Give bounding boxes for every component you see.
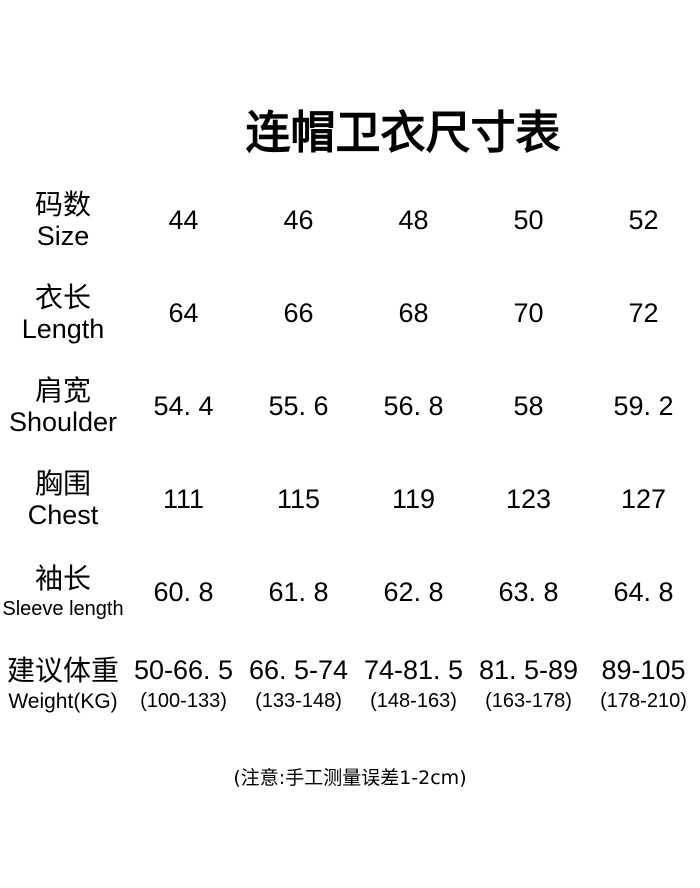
size-value: 46 [283,204,314,235]
length-value: 72 [628,297,659,328]
size-value: 52 [628,204,659,235]
weight-range-kg: 74-81. 5 [363,655,464,685]
weight-range-alt: (178-210) [600,690,687,712]
weight-range-alt: (133-148) [255,690,342,712]
sleeve-value: 62. 8 [383,576,444,607]
row-label: 肩宽 Shoulder [0,374,126,438]
table-row-weight: 建议体重 Weight(KG) 50-66. 5 (100-133) 66. 5… [0,653,700,717]
length-value: 70 [513,297,544,328]
shoulder-value: 56. 8 [383,390,444,421]
row-label-en: Length [21,314,105,344]
row-label-zh: 肩宽 [34,374,91,407]
row-label: 衣长 Length [0,281,126,345]
row-label-zh: 袖长 [34,561,91,595]
chest-value: 111 [162,483,205,514]
size-table: 码数 Size 44 46 48 50 52 衣长 Length 64 66 6… [0,188,700,746]
shoulder-value: 54. 4 [153,390,214,421]
chest-value: 123 [505,483,552,514]
length-value: 68 [398,297,429,328]
row-label-zh: 衣长 [34,281,91,314]
row-label-en: Weight(KG) [8,690,118,713]
row-label-en: Size [36,221,90,251]
weight-range-kg: 89-105 [601,655,686,685]
row-label-zh: 建议体重 [6,654,119,687]
table-row-shoulder: 肩宽 Shoulder 54. 4 55. 6 56. 8 58 59. 2 [0,374,700,438]
page-title: 连帽卫衣尺寸表 [245,106,561,159]
row-label-en: Sleeve length [2,597,124,620]
weight-value: 50-66. 5 (100-133) [126,653,241,717]
length-value: 64 [168,297,199,328]
chest-value: 119 [391,483,436,514]
row-label-en: Shoulder [8,407,118,437]
table-row-sleeve: 袖长 Sleeve length 60. 8 61. 8 62. 8 63. 8… [0,560,700,624]
weight-value: 66. 5-74 (133-148) [241,653,356,717]
weight-value: 81. 5-89 (163-178) [471,653,586,717]
sleeve-value: 63. 8 [498,576,559,607]
row-label-zh: 码数 [34,188,91,221]
table-row-size: 码数 Size 44 46 48 50 52 [0,188,700,252]
chest-value: 127 [620,483,667,514]
row-label: 胸围 Chest [0,467,126,531]
shoulder-value: 59. 2 [613,390,674,421]
weight-range-alt: (148-163) [370,690,457,712]
weight-value: 89-105 (178-210) [586,653,700,717]
weight-range-alt: (100-133) [140,690,227,712]
length-value: 66 [283,297,314,328]
measurement-note: (注意:手工测量误差1-2cm) [233,767,467,789]
weight-range-kg: 66. 5-74 [248,655,349,685]
weight-range-kg: 50-66. 5 [133,655,234,685]
size-value: 48 [398,204,429,235]
row-label: 建议体重 Weight(KG) [0,653,126,717]
shoulder-value: 58 [513,390,544,421]
chest-value: 115 [276,483,321,514]
sleeve-value: 64. 8 [613,576,674,607]
row-label: 码数 Size [0,188,126,252]
sleeve-value: 61. 8 [268,576,329,607]
table-row-chest: 胸围 Chest 111 115 119 123 127 [0,467,700,531]
shoulder-value: 55. 6 [268,390,329,421]
size-value: 44 [168,204,199,235]
sleeve-value: 60. 8 [153,576,214,607]
table-row-length: 衣长 Length 64 66 68 70 72 [0,281,700,345]
weight-range-kg: 81. 5-89 [478,655,579,685]
weight-value: 74-81. 5 (148-163) [356,653,471,717]
weight-range-alt: (163-178) [485,690,572,712]
row-label-en: Chest [27,500,99,530]
row-label: 袖长 Sleeve length [0,560,126,624]
size-value: 50 [513,204,544,235]
row-label-zh: 胸围 [34,467,91,500]
